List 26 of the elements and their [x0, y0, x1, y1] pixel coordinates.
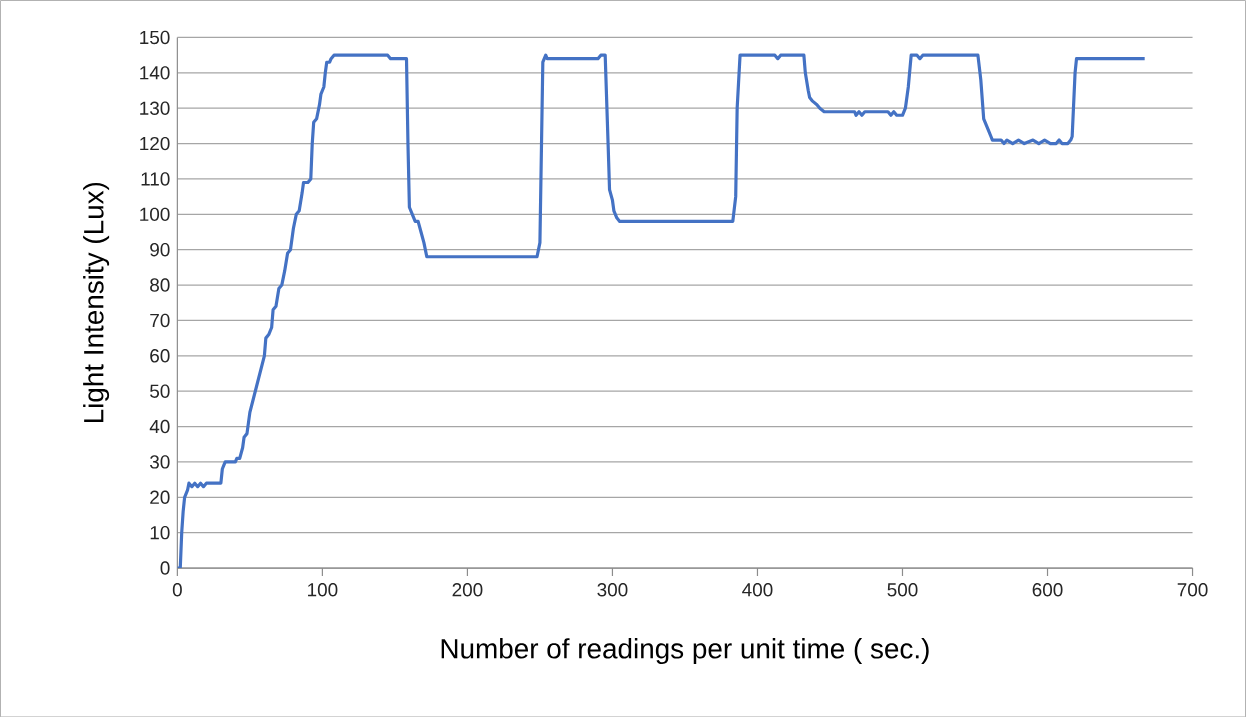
- y-tick-label: 30: [150, 455, 170, 469]
- y-tick-label: 130: [140, 101, 170, 115]
- x-tick-label: 600: [1032, 582, 1063, 597]
- x-tick-label: 400: [742, 582, 773, 597]
- y-tick-label: 50: [150, 384, 170, 398]
- x-tick-label: 300: [597, 582, 628, 597]
- y-tick-label: 60: [150, 348, 170, 363]
- y-tick-label: 100: [140, 207, 170, 221]
- x-axis-title: Number of readings per unit time ( sec.): [441, 637, 929, 664]
- y-tick-label: 140: [140, 65, 170, 80]
- y-tick-label: 20: [150, 490, 170, 504]
- x-tick-label: 100: [308, 582, 338, 597]
- y-tick-label: 10: [150, 525, 170, 540]
- y-tick-label: 80: [150, 278, 170, 292]
- y-tick-label: 110: [141, 172, 170, 186]
- x-tick-label: 700: [1177, 582, 1208, 597]
- x-tick-label: 200: [452, 582, 483, 597]
- y-tick-label: 70: [150, 313, 170, 327]
- y-tick-label: 150: [140, 30, 170, 44]
- y-tick-label: 120: [140, 136, 170, 151]
- y-tick-label: 90: [150, 242, 170, 257]
- x-tick-label: 0: [172, 582, 182, 597]
- y-tick-label: 40: [149, 419, 170, 434]
- x-tick-label: 500: [887, 582, 918, 597]
- y-axis-title: Light Intensity (Lux): [83, 182, 110, 422]
- y-tick-label: 0: [160, 561, 170, 575]
